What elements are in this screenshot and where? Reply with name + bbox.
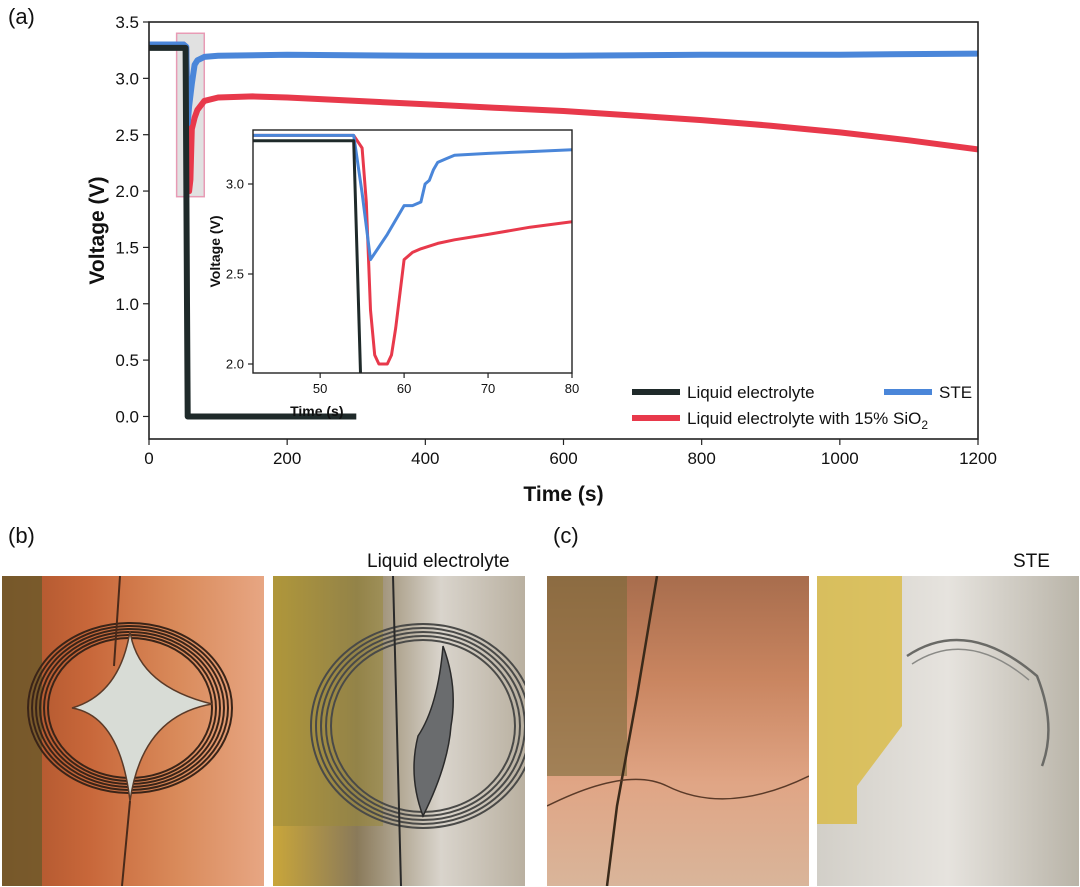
panel-label-a: (a)	[8, 4, 35, 29]
photo-b-copper	[2, 576, 264, 886]
photo-c-copper-side	[547, 576, 809, 886]
main-x-tick-label: 1200	[959, 449, 997, 468]
crack-line	[113, 576, 131, 886]
main-y-tick-label: 0.5	[115, 351, 139, 370]
main-y-tick-label: 2.0	[115, 182, 139, 201]
inset-y-tick-label: 3.0	[226, 177, 244, 192]
inset-x-tick-label: 50	[313, 381, 327, 396]
photo-b-aluminum-side	[273, 576, 525, 886]
inset-series-line-sio2	[253, 133, 572, 366]
main-x-tick-label: 0	[144, 449, 153, 468]
legend-label-ste: STE	[939, 383, 972, 402]
inset-x-axis-label: Time (s)	[290, 403, 343, 419]
panel-label-c: (c)	[553, 523, 579, 548]
main-x-tick-label: 600	[549, 449, 577, 468]
separator-ring-mark	[906, 638, 1050, 767]
main-x-tick-label: 400	[411, 449, 439, 468]
main-series-line-liquid	[149, 44, 357, 420]
photo-caption-ste: STE	[1013, 551, 1050, 572]
panel-label-b: (b)	[8, 523, 35, 548]
main-y-tick-label: 1.5	[115, 239, 139, 258]
inset-series-line-ste	[253, 133, 572, 262]
inset-series-line-liquid	[253, 139, 362, 373]
legend-label-liquid: Liquid electrolyte	[687, 383, 815, 402]
inset-x-tick-label: 80	[565, 381, 579, 396]
main-y-tick-label: 3.5	[115, 13, 139, 32]
photo-c-copper	[547, 576, 809, 886]
main-x-tick-label: 1000	[821, 449, 859, 468]
main-x-tick-label: 800	[687, 449, 715, 468]
legend-label-text: STE	[939, 383, 972, 402]
chart-legend: Liquid electrolyte STE Liquid electrolyte …	[632, 383, 972, 432]
legend-label-text: Liquid electrolyte	[687, 383, 815, 402]
main-y-axis-label: Voltage (V)	[86, 176, 109, 284]
main-y-tick-label: 0.0	[115, 408, 139, 427]
gold-tab-region	[273, 576, 383, 826]
photo-c-aluminum	[817, 576, 1079, 886]
inset-x-tick-label: 70	[481, 381, 495, 396]
inset-x-tick-label: 60	[397, 381, 411, 396]
dendrite-hole	[71, 630, 213, 802]
legend-label-sio2: Liquid electrolyte with 15% SiO2	[687, 409, 928, 432]
separator-ring-mark	[911, 648, 1030, 681]
main-x-axis-label: Time (s)	[523, 483, 603, 506]
inset-y-tick-label: 2.5	[226, 267, 244, 282]
main-y-tick-label: 1.0	[115, 295, 139, 314]
inset-plot-frame	[252, 129, 573, 374]
legend-label-text: Liquid electrolyte with 15% SiO	[687, 409, 921, 428]
photo-b-aluminum	[273, 576, 525, 886]
photo-caption-liquid-electrolyte: Liquid electrolyte	[367, 551, 510, 572]
tab-strip	[547, 576, 627, 776]
crack-line	[605, 576, 659, 886]
gold-tab-region	[817, 576, 902, 824]
inset-voltage-chart: 50 60 70 80 2.0 2.5 3.0 Time (s) Voltage (V)	[207, 129, 579, 419]
main-y-tick-label: 2.5	[115, 126, 139, 145]
photo-c-aluminum-side	[817, 576, 1079, 886]
legend-label-subscript: 2	[921, 418, 928, 432]
main-y-tick-label: 3.0	[115, 69, 139, 88]
main-x-tick-label: 200	[273, 449, 301, 468]
photo-b-copper-side	[2, 576, 264, 886]
wrinkle-line	[547, 775, 809, 807]
main-voltage-chart: 0 200 400 600 800 1000 1200 0.0 0.5 1.0 1.5 2.0 2.5 3…	[86, 13, 997, 506]
inset-y-tick-label: 2.0	[226, 357, 244, 372]
separator-ring	[320, 631, 525, 821]
separator-ring	[315, 627, 525, 825]
separator-ring	[310, 623, 525, 829]
dendrite-hole	[413, 645, 454, 818]
crack-line	[392, 576, 402, 886]
inset-y-axis-label: Voltage (V)	[207, 215, 223, 287]
